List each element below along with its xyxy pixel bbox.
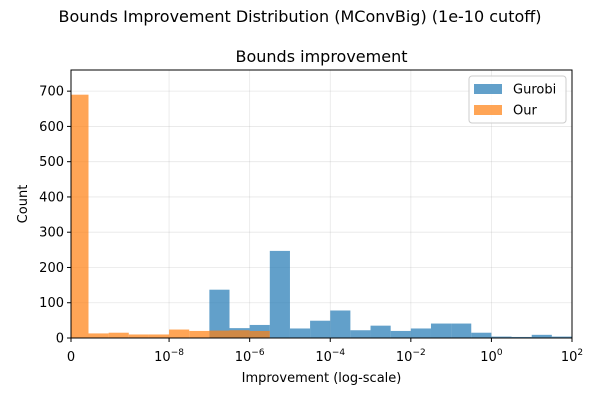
y-tick-label: 600: [39, 120, 64, 135]
bar-our: [229, 330, 250, 338]
plot-frame: [70, 69, 573, 339]
y-axis: 0 100 200 300 400 500 600 700: [39, 85, 71, 347]
bar-our: [189, 330, 210, 338]
bar-gurobi: [451, 323, 472, 338]
x-tick-label: 0: [67, 350, 75, 365]
bar-gurobi: [269, 250, 290, 338]
axes-title: Bounds improvement: [236, 47, 408, 66]
y-axis-label: Count: [16, 185, 31, 224]
bar-our: [148, 334, 170, 338]
bar-gurobi: [430, 323, 452, 338]
bar-gurobi: [330, 310, 351, 338]
bar-gurobi: [390, 330, 411, 338]
x-tick-label: 10−8: [154, 348, 184, 365]
bar-gurobi: [551, 336, 572, 338]
bar-our: [169, 329, 190, 338]
y-tick-label: 400: [39, 190, 64, 205]
histogram-bars: [71, 94, 572, 339]
bar-gurobi: [289, 328, 311, 338]
grid-lines: [70, 70, 573, 339]
bar-gurobi: [410, 328, 431, 338]
bar-our: [128, 334, 149, 338]
y-tick-label: 100: [39, 296, 64, 311]
x-tick-label: 10−2: [396, 348, 426, 365]
x-tick-label: 102: [561, 348, 583, 365]
y-tick-label: 500: [39, 155, 64, 170]
bar-gurobi: [209, 289, 230, 338]
y-tick-label: 700: [39, 85, 64, 100]
bar-gurobi: [491, 336, 512, 338]
legend: Gurobi Our: [468, 75, 567, 124]
bar-gurobi: [350, 330, 371, 338]
bar-our: [209, 330, 230, 338]
bar-gurobi: [511, 336, 532, 338]
bar-our: [88, 333, 109, 338]
bar-our: [108, 332, 129, 338]
x-tick-label: 10−6: [235, 348, 265, 365]
y-tick-label: 0: [56, 332, 64, 347]
legend-swatch: [474, 84, 502, 94]
bar-gurobi: [310, 320, 331, 338]
legend-label: Our: [513, 104, 537, 119]
x-tick-label: 10−4: [315, 348, 345, 365]
bar-gurobi: [471, 332, 492, 338]
figure-title: Bounds Improvement Distribution (MConvBi…: [58, 7, 541, 26]
x-axis-label: Improvement (log-scale): [242, 371, 402, 386]
y-tick-label: 200: [39, 261, 64, 276]
x-axis: 0 10−8 10−6 10−4 10−2 100 102: [67, 338, 583, 365]
legend-swatch: [474, 105, 502, 115]
y-tick-label: 300: [39, 226, 64, 241]
bar-gurobi: [531, 334, 552, 338]
x-tick-label: 100: [480, 348, 503, 365]
bar-our: [71, 94, 89, 339]
legend-label: Gurobi: [513, 83, 556, 98]
bar-our: [249, 330, 270, 338]
bar-gurobi: [370, 325, 391, 338]
